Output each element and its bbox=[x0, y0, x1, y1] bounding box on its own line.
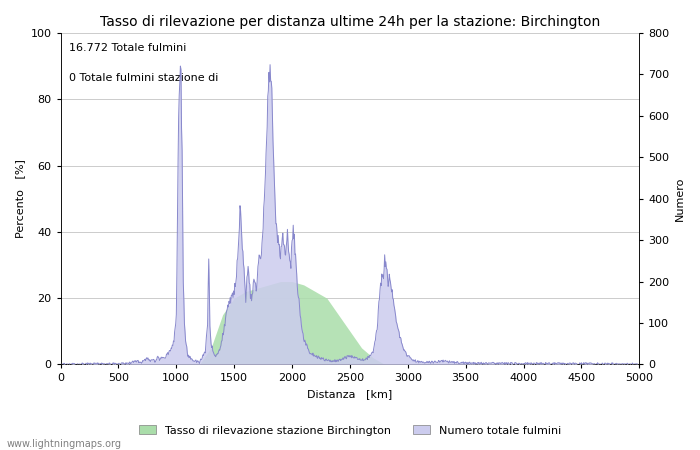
Text: 16.772 Totale fulmini: 16.772 Totale fulmini bbox=[69, 43, 187, 53]
Y-axis label: Percento   [%]: Percento [%] bbox=[15, 159, 25, 238]
Title: Tasso di rilevazione per distanza ultime 24h per la stazione: Birchington: Tasso di rilevazione per distanza ultime… bbox=[100, 15, 600, 29]
X-axis label: Distanza   [km]: Distanza [km] bbox=[307, 389, 393, 399]
Text: 0 Totale fulmini stazione di: 0 Totale fulmini stazione di bbox=[69, 73, 218, 83]
Text: www.lightningmaps.org: www.lightningmaps.org bbox=[7, 439, 122, 449]
Y-axis label: Numero: Numero bbox=[675, 176, 685, 221]
Legend: Tasso di rilevazione stazione Birchington, Numero totale fulmini: Tasso di rilevazione stazione Birchingto… bbox=[135, 421, 565, 440]
